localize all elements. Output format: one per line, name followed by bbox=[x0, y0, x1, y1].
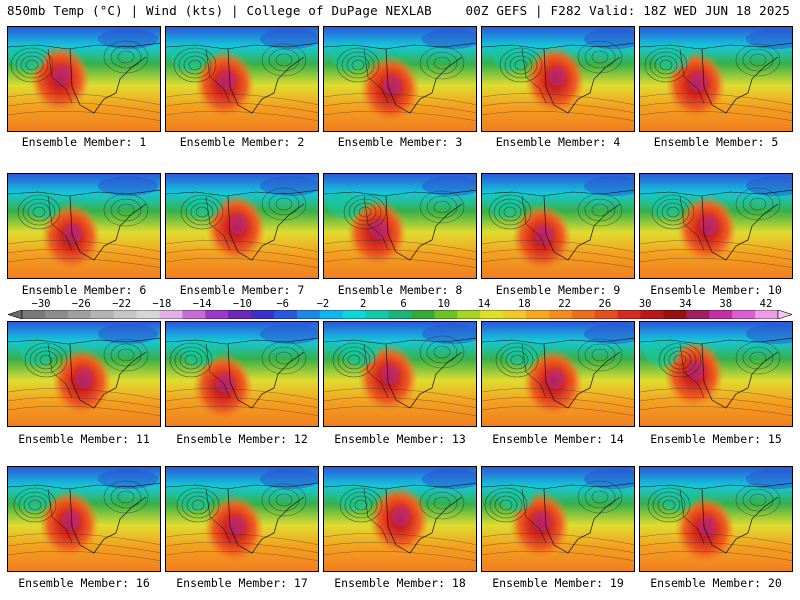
colorbar-tick-label: −2 bbox=[316, 298, 330, 310]
colorbar-tick-label: 26 bbox=[598, 298, 612, 310]
colorbar-segment bbox=[113, 310, 138, 319]
colorbar-segment bbox=[594, 310, 619, 319]
colorbar-segment bbox=[503, 310, 527, 319]
colorbar-tick-label: 6 bbox=[400, 298, 407, 310]
ensemble-member-label: Ensemble Member: 1 bbox=[21, 135, 147, 149]
colorbar-segment bbox=[44, 310, 69, 319]
ensemble-map-panel-17 bbox=[165, 466, 319, 572]
colorbar-segment bbox=[319, 310, 344, 319]
colorbar-tick-label: 10 bbox=[437, 298, 451, 310]
colorbar-tick-label: −30 bbox=[31, 298, 51, 310]
colorbar-segment bbox=[388, 310, 412, 319]
colorbar-strip bbox=[8, 310, 792, 319]
ensemble-member-label: Ensemble Member: 17 bbox=[176, 576, 308, 590]
colorbar-tick-label: 22 bbox=[558, 298, 571, 310]
colorbar-segment bbox=[548, 310, 573, 319]
ensemble-map-panel-7 bbox=[165, 173, 319, 279]
ensemble-member-label: Ensemble Member: 2 bbox=[179, 135, 305, 149]
ensemble-member-label: Ensemble Member: 7 bbox=[179, 283, 305, 297]
valid-time-label: 00Z GEFS | F282 Valid: 18Z WED JUN 18 20… bbox=[465, 3, 790, 18]
ensemble-map-panel-9 bbox=[481, 173, 635, 279]
ensemble-map-panel-20 bbox=[639, 466, 793, 572]
ensemble-member-label: Ensemble Member: 5 bbox=[653, 135, 779, 149]
ensemble-member-label: Ensemble Member: 8 bbox=[337, 283, 463, 297]
ensemble-map-panel-2 bbox=[165, 26, 319, 132]
colorbar-segment bbox=[274, 310, 298, 319]
ensemble-map-panel-3 bbox=[323, 26, 477, 132]
ensemble-member-label: Ensemble Member: 18 bbox=[334, 576, 466, 590]
colorbar-tick-label: −18 bbox=[152, 298, 172, 310]
ensemble-member-label: Ensemble Member: 11 bbox=[18, 432, 150, 446]
ensemble-map-panel-1 bbox=[7, 26, 161, 132]
colorbar-segment bbox=[457, 310, 481, 319]
colorbar-segment bbox=[90, 310, 115, 319]
colorbar-segment bbox=[228, 310, 252, 319]
ensemble-map-panel-8 bbox=[323, 173, 477, 279]
colorbar-segment bbox=[640, 310, 664, 319]
colorbar-tick-label: 42 bbox=[759, 298, 773, 310]
colorbar-segment bbox=[434, 310, 458, 319]
ensemble-map-panel-6 bbox=[7, 173, 161, 279]
colorbar-segment bbox=[136, 310, 160, 319]
temperature-colorbar: −30 −26 −22 −18 −14 −10 −6 −2 2 6 10 14 18 22 26 30 34 38… bbox=[8, 298, 792, 320]
colorbar-segment bbox=[732, 310, 756, 319]
colorbar-segment bbox=[755, 310, 779, 319]
colorbar-tick-label: 2 bbox=[360, 298, 367, 310]
colorbar-tick-label: 18 bbox=[518, 298, 531, 310]
ensemble-map-panel-4 bbox=[481, 26, 635, 132]
colorbar-segment bbox=[480, 310, 504, 319]
colorbar-tick-label: 34 bbox=[679, 298, 692, 310]
colorbar-tick-label: 38 bbox=[719, 298, 733, 310]
colorbar-segment bbox=[342, 310, 367, 319]
colorbar-segment bbox=[411, 310, 435, 319]
ensemble-member-label: Ensemble Member: 12 bbox=[176, 432, 308, 446]
colorbar-segment bbox=[182, 310, 206, 319]
ensemble-map-panel-11 bbox=[7, 321, 161, 427]
colorbar-tick-label: −14 bbox=[192, 298, 212, 310]
colorbar-segment bbox=[251, 310, 275, 319]
colorbar-segment bbox=[617, 310, 642, 319]
colorbar-segment bbox=[663, 310, 687, 319]
colorbar-segment bbox=[67, 310, 92, 319]
colorbar-tick-label: 30 bbox=[638, 298, 652, 310]
ensemble-map-panel-18 bbox=[323, 466, 477, 572]
map-title: 850mb Temp (°C) | Wind (kts) | College o… bbox=[7, 3, 432, 18]
ensemble-map-panel-10 bbox=[639, 173, 793, 279]
ensemble-member-label: Ensemble Member: 10 bbox=[650, 283, 782, 297]
colorbar-tick-label: −26 bbox=[71, 298, 91, 310]
ensemble-map-panel-12 bbox=[165, 321, 319, 427]
ensemble-map-panel-14 bbox=[481, 321, 635, 427]
ensemble-map-panel-5 bbox=[639, 26, 793, 132]
colorbar-segment bbox=[159, 310, 183, 319]
ensemble-map-panel-19 bbox=[481, 466, 635, 572]
ensemble-member-label: Ensemble Member: 6 bbox=[21, 283, 147, 297]
colorbar-segment bbox=[296, 310, 321, 319]
colorbar-segment bbox=[205, 310, 229, 319]
ensemble-map-panel-13 bbox=[323, 321, 477, 427]
colorbar-segment bbox=[526, 310, 550, 319]
colorbar-segment bbox=[22, 310, 46, 319]
ensemble-member-label: Ensemble Member: 9 bbox=[495, 283, 621, 297]
ensemble-member-label: Ensemble Member: 15 bbox=[650, 432, 782, 446]
colorbar-segment bbox=[365, 310, 390, 319]
colorbar-segment bbox=[686, 310, 710, 319]
ensemble-map-panel-15 bbox=[639, 321, 793, 427]
ensemble-member-label: Ensemble Member: 4 bbox=[495, 135, 621, 149]
colorbar-tick-label: 14 bbox=[477, 298, 491, 310]
ensemble-member-label: Ensemble Member: 19 bbox=[492, 576, 624, 590]
ensemble-member-label: Ensemble Member: 14 bbox=[492, 432, 624, 446]
colorbar-tick-label: −6 bbox=[276, 298, 289, 310]
colorbar-segment bbox=[709, 310, 733, 319]
colorbar-tick-label: −22 bbox=[112, 298, 132, 310]
ensemble-member-label: Ensemble Member: 3 bbox=[337, 135, 463, 149]
colorbar-tick-label: −10 bbox=[232, 298, 252, 310]
ensemble-member-label: Ensemble Member: 20 bbox=[650, 576, 782, 590]
colorbar-segment bbox=[571, 310, 596, 319]
ensemble-member-label: Ensemble Member: 13 bbox=[334, 432, 466, 446]
ensemble-map-panel-16 bbox=[7, 466, 161, 572]
ensemble-member-label: Ensemble Member: 16 bbox=[18, 576, 150, 590]
